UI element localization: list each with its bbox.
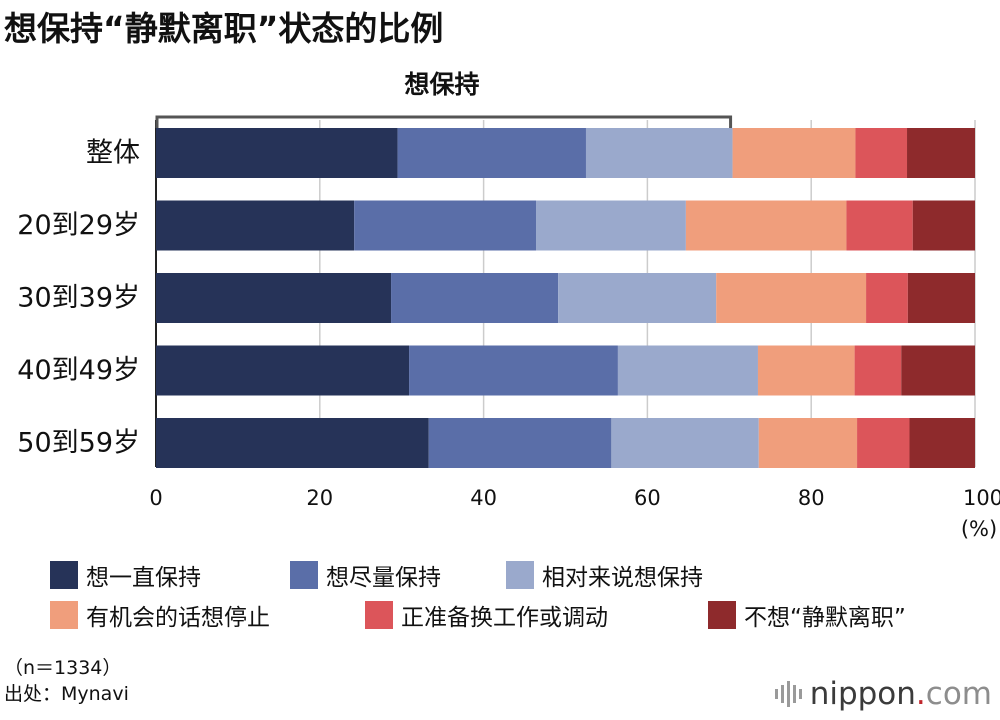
bar-segment — [866, 273, 908, 323]
bar-segment — [354, 200, 537, 251]
legend-label: 想尽量保持 — [326, 565, 441, 591]
bar-segment — [156, 345, 410, 396]
bar-segment — [758, 418, 858, 468]
bar-segments — [156, 128, 975, 468]
x-axis-ticks: 0 20 40 60 80 100 (%) — [149, 486, 1000, 541]
legend: 想一直保持 想尽量保持 相对来说想保持 有机会的话想停止 正准备换工作或调动 不… — [50, 558, 990, 638]
x-tick-label: 80 — [798, 486, 825, 510]
footnote: （n＝1334） 出处：Mynavi — [4, 655, 129, 707]
bar-segment — [855, 128, 908, 178]
legend-label: 不想“静默离职” — [744, 605, 906, 631]
legend-item-changing-jobs: 正准备换工作或调动 — [365, 598, 608, 632]
legend-swatch — [290, 561, 318, 589]
bar-segment — [585, 128, 733, 178]
legend-item-always-keep: 想一直保持 — [50, 558, 201, 592]
legend-swatch — [365, 601, 393, 629]
bar-segment — [846, 200, 913, 251]
bar-segment — [391, 273, 559, 323]
bar-segment — [536, 200, 686, 251]
logo-dot: . — [915, 676, 926, 712]
x-tick-label: 0 — [149, 486, 162, 510]
bar-segment — [156, 200, 355, 251]
bar-segment — [716, 273, 867, 323]
bracket-label: 想保持 — [404, 70, 479, 99]
bar-segment — [617, 345, 758, 396]
legend-label: 相对来说想保持 — [542, 565, 703, 591]
x-tick-label: 100 — [963, 486, 1000, 510]
legend-row-2: 有机会的话想停止 正准备换工作或调动 不想“静默离职” — [50, 598, 990, 638]
bar-chart: 想保持 整体 20到29岁 30到39岁 40到49岁 50到59岁 0 20 40 60 80… — [17, 70, 1000, 541]
category-label: 30到39岁 — [17, 283, 140, 314]
bracket: 想保持 — [155, 70, 733, 128]
bar-segment — [907, 273, 975, 323]
bar-segment — [857, 418, 910, 468]
bar-segment — [854, 345, 902, 396]
x-unit-label: (%) — [961, 517, 997, 541]
category-label: 40到49岁 — [17, 355, 140, 386]
legend-item-not-want: 不想“静默离职” — [708, 598, 906, 632]
bar-segment — [907, 128, 975, 178]
logo-suffix: com — [925, 676, 992, 712]
legend-row-1: 想一直保持 想尽量保持 相对来说想保持 — [50, 558, 990, 598]
legend-swatch — [50, 561, 78, 589]
bar-segment — [409, 345, 618, 396]
legend-item-try-keep: 想尽量保持 — [290, 558, 441, 592]
bar-segment — [912, 200, 975, 251]
legend-item-stop-if-chance: 有机会的话想停止 — [50, 598, 270, 632]
x-tick-label: 20 — [306, 486, 333, 510]
source-credit: 出处：Mynavi — [4, 683, 129, 705]
nippon-logo: nippon. com — [774, 676, 992, 712]
bar-segment — [732, 128, 856, 178]
category-label: 20到29岁 — [17, 210, 140, 241]
bar-segment — [156, 418, 429, 468]
legend-label: 正准备换工作或调动 — [401, 605, 608, 631]
legend-item-relatively-keep: 相对来说想保持 — [506, 558, 703, 592]
sample-size: （n＝1334） — [4, 657, 122, 679]
x-tick-label: 60 — [634, 486, 661, 510]
chart-title: 想保持“静默离职”状态的比例 — [4, 9, 444, 48]
legend-label: 想一直保持 — [86, 565, 201, 591]
bar-segment — [901, 345, 975, 396]
bar-segment — [757, 345, 855, 396]
bar-segment — [558, 273, 717, 323]
bar-segment — [397, 128, 586, 178]
logo-name: nippon — [809, 676, 916, 712]
bar-segment — [156, 128, 398, 178]
bar-segment — [685, 200, 847, 251]
x-tick-label: 40 — [470, 486, 497, 510]
legend-label: 有机会的话想停止 — [86, 605, 270, 631]
category-label: 50到59岁 — [17, 428, 140, 459]
category-labels: 整体 20到29岁 30到39岁 40到49岁 50到59岁 — [17, 138, 140, 459]
bar-segment — [909, 418, 975, 468]
legend-swatch — [506, 561, 534, 589]
category-label: 整体 — [86, 138, 140, 169]
bracket-line — [155, 115, 733, 128]
logo-bars-icon — [774, 681, 802, 707]
bar-segment — [428, 418, 612, 468]
legend-swatch — [708, 601, 736, 629]
bar-segment — [611, 418, 759, 468]
legend-swatch — [50, 601, 78, 629]
bar-segment — [156, 273, 392, 323]
